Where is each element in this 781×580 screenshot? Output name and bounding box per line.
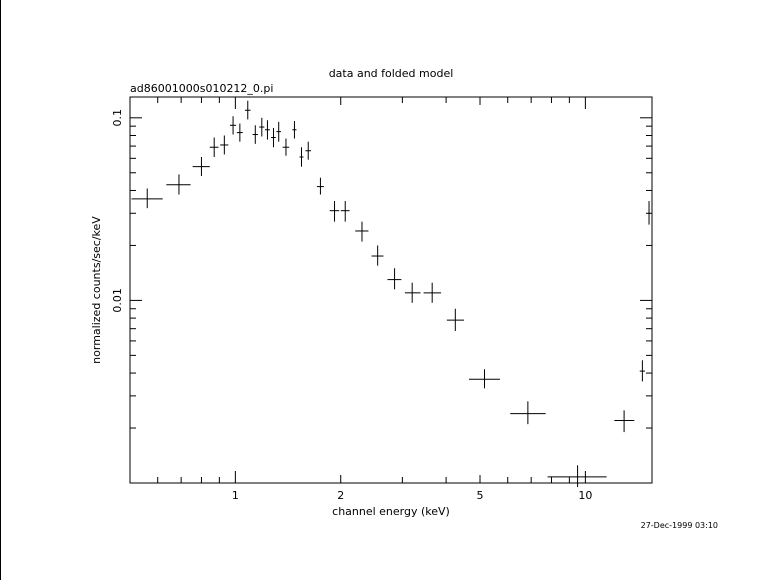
data-points <box>131 100 650 488</box>
plot-frame <box>129 96 653 484</box>
data-point <box>387 268 402 290</box>
data-point <box>299 147 304 167</box>
data-point <box>252 125 258 144</box>
axis-tick-labels: 1 2 5 10 0.1 0.01 <box>111 109 592 502</box>
data-point <box>166 174 191 195</box>
data-point <box>648 201 650 225</box>
data-point <box>614 410 635 433</box>
data-point <box>423 282 442 303</box>
data-point <box>236 123 243 142</box>
data-point <box>229 116 237 135</box>
data-point <box>404 282 421 303</box>
y-tick-label: 0.1 <box>111 109 124 127</box>
data-point <box>131 188 163 209</box>
data-point <box>547 465 607 488</box>
chart-subtitle: ad86001000s010212_0.pi <box>130 82 273 95</box>
data-point <box>220 135 229 155</box>
plot-timestamp: 27-Dec-1999 03:10 <box>641 521 718 530</box>
data-point <box>276 121 281 142</box>
data-point <box>355 221 369 242</box>
chart-title: data and folded model <box>329 67 454 80</box>
data-point <box>305 141 312 160</box>
data-point <box>340 201 350 222</box>
data-point <box>271 127 276 148</box>
data-point <box>329 201 340 222</box>
data-point <box>259 117 265 137</box>
x-tick-label: 10 <box>578 489 592 502</box>
data-point <box>639 360 645 382</box>
data-point <box>282 138 290 156</box>
data-point <box>468 369 500 389</box>
data-point <box>244 100 251 120</box>
x-tick-label: 5 <box>477 489 484 502</box>
x-tick-label: 2 <box>337 489 344 502</box>
axis-ticks <box>129 97 652 484</box>
data-point <box>264 120 270 140</box>
y-axis-label: normalized counts/sec/keV <box>90 216 103 364</box>
data-point <box>446 308 464 331</box>
data-point <box>510 401 546 425</box>
data-point <box>371 245 384 266</box>
window-left-border <box>0 0 1 580</box>
data-point <box>192 157 210 177</box>
data-point <box>209 137 219 158</box>
x-tick-label: 1 <box>232 489 239 502</box>
data-point <box>316 177 324 195</box>
data-point <box>292 121 297 139</box>
y-tick-label: 0.01 <box>111 288 124 313</box>
x-axis-label: channel energy (keV) <box>332 505 450 518</box>
